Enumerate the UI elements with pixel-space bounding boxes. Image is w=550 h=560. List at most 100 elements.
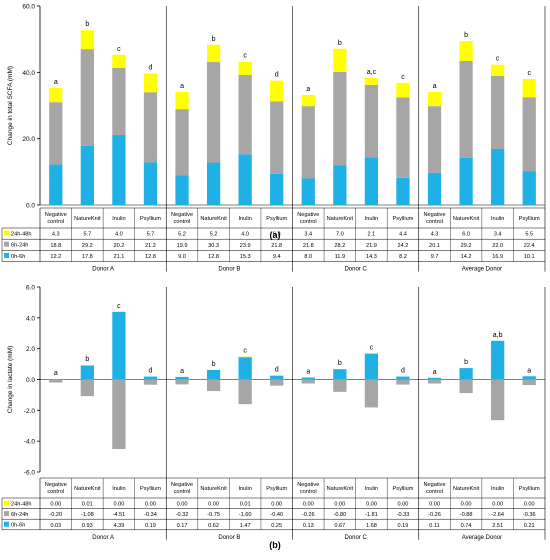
p0-bar-h0_6 bbox=[49, 164, 63, 205]
p0-category-label: Inulin bbox=[491, 216, 504, 222]
p0-significance-label: b bbox=[464, 32, 468, 39]
p0-table-value: 5.7 bbox=[147, 232, 155, 238]
p0-y-label: Change in total SCFA (mM) bbox=[7, 66, 14, 145]
p1-table-value: 0.19 bbox=[398, 523, 409, 529]
p1-category-label: Inulin bbox=[238, 486, 251, 492]
p1-bar-h0_6 bbox=[206, 369, 221, 380]
p1-bar-h6_24 bbox=[270, 379, 284, 386]
p1-table-value: -2.64 bbox=[491, 512, 504, 518]
p1-table-value: 0.00 bbox=[303, 502, 314, 508]
p1-table-value: 0.00 bbox=[271, 502, 282, 508]
p0-legend-label: 24h-48h bbox=[11, 232, 32, 238]
p0-table-value: 16.9 bbox=[492, 254, 503, 260]
p1-table-value: 1.47 bbox=[240, 523, 251, 529]
p0-category-label: control bbox=[174, 219, 191, 225]
p1-table-value: 0.01 bbox=[82, 502, 93, 508]
p0-table-value: 29.2 bbox=[82, 243, 93, 249]
p0-table-value: 14.2 bbox=[461, 254, 472, 260]
p0-bar-h24_48 bbox=[49, 87, 63, 103]
p1-category-label: NatureKnit bbox=[200, 486, 227, 492]
p1-bar-h0_6 bbox=[270, 375, 284, 380]
p1-group-label: Average Donor bbox=[462, 535, 502, 541]
p1-bar-h0_6 bbox=[175, 376, 189, 380]
p0-bar-h0_6 bbox=[333, 165, 347, 205]
p0-table-value: 8.0 bbox=[304, 254, 312, 260]
p1-table-value: 0.11 bbox=[429, 523, 439, 529]
p1-table-value: 0.00 bbox=[334, 502, 345, 508]
p0-bar-h24_48 bbox=[459, 41, 473, 62]
p1-bar-h6_24 bbox=[396, 379, 410, 385]
p0-table-value: 24.2 bbox=[398, 243, 409, 249]
p0-group-label: Donor C bbox=[344, 267, 367, 273]
p0-bar-h0_6 bbox=[175, 175, 189, 205]
p1-table-value: 0.00 bbox=[366, 502, 377, 508]
p0-table-value: 20.1 bbox=[429, 243, 440, 249]
p0-bar-h24_48 bbox=[175, 91, 189, 110]
p0-table-value: 2.1 bbox=[368, 232, 376, 238]
p1-category-label: control bbox=[426, 489, 443, 495]
p1-table-value: 0.00 bbox=[429, 502, 440, 508]
p1-bar-h0_6 bbox=[459, 368, 473, 380]
p0-bar-h0_6 bbox=[522, 171, 536, 205]
p0-significance-label: c bbox=[243, 53, 247, 60]
p1-table-value: 0.01 bbox=[240, 502, 251, 508]
p1-bar-h0_6 bbox=[238, 356, 252, 380]
p1-table-value: -0.32 bbox=[176, 512, 189, 518]
p0-table-value: 20.2 bbox=[113, 243, 124, 249]
p0-bar-h6_24 bbox=[175, 109, 189, 176]
p1-bar-h6_24 bbox=[206, 379, 221, 392]
p1-table-value: -0.26 bbox=[428, 512, 441, 518]
p1-table-value: 0.00 bbox=[208, 502, 219, 508]
p0-bar-h6_24 bbox=[112, 68, 126, 136]
p0-table-value: 9.4 bbox=[273, 254, 281, 260]
p0-table-value: 4.3 bbox=[431, 232, 439, 238]
p0-bar-h0_6 bbox=[301, 178, 315, 205]
p1-table-value: 0.00 bbox=[113, 502, 124, 508]
p1-significance-label: a bbox=[306, 368, 310, 375]
p0-bar-h6_24 bbox=[459, 61, 473, 158]
p1-table-value: -0.40 bbox=[270, 512, 283, 518]
p1-table-value: -0.26 bbox=[302, 512, 315, 518]
p0-bar-h6_24 bbox=[206, 62, 221, 163]
p1-table-value: 0.25 bbox=[271, 523, 282, 529]
p1-table-value: 4.39 bbox=[113, 523, 124, 529]
p1-category-label: Inulin bbox=[491, 486, 504, 492]
p0-bar-h6_24 bbox=[522, 97, 536, 172]
p0-table-value: 18.8 bbox=[50, 243, 61, 249]
p1-y-label: Change in lactate (mM) bbox=[7, 346, 14, 414]
p1-bar-h6_24 bbox=[522, 379, 536, 386]
p1-bar-h6_24 bbox=[364, 379, 379, 408]
p0-bar-h0_6 bbox=[143, 162, 158, 205]
p0-table-value: 21.1 bbox=[113, 254, 124, 260]
p0-significance-label: a bbox=[306, 86, 310, 93]
p1-bar-h0_6 bbox=[80, 365, 94, 380]
p1-legend-swatch bbox=[4, 521, 9, 527]
p0-table-value: 5.2 bbox=[178, 232, 186, 238]
p1-category-label: Psyllium bbox=[140, 486, 161, 492]
p1-table-value: 0.00 bbox=[492, 502, 503, 508]
p1-table-value: 0.13 bbox=[303, 523, 314, 529]
p0-table-value: 5.7 bbox=[83, 232, 91, 238]
p0-significance-label: b bbox=[85, 21, 89, 28]
p0-bar-h6_24 bbox=[80, 49, 94, 146]
p1-category-label: Psyllium bbox=[266, 486, 287, 492]
p1-bar-h0_6 bbox=[333, 369, 347, 380]
p1-category-label: Inulin bbox=[112, 486, 125, 492]
p0-bar-h0_6 bbox=[427, 172, 442, 205]
p1-group-label: Donor C bbox=[344, 535, 367, 541]
p1-significance-label: d bbox=[149, 368, 153, 375]
p1-table-value: 0.00 bbox=[461, 502, 472, 508]
p0-bar-h24_48 bbox=[238, 61, 252, 75]
p1-bar-h6_24 bbox=[459, 379, 473, 394]
p0-table-value: 8.2 bbox=[399, 254, 407, 260]
p1-bar-h0_6 bbox=[522, 376, 536, 380]
p0-table-value: 5.5 bbox=[525, 232, 533, 238]
p1-significance-label: c bbox=[243, 348, 247, 355]
p1-significance-label: a,b bbox=[493, 332, 503, 339]
p1-category-label: NatureKnit bbox=[74, 486, 101, 492]
p1-bar-h0_6 bbox=[301, 377, 315, 380]
p0-table-value: 12.8 bbox=[145, 254, 156, 260]
p1-significance-label: a bbox=[54, 370, 58, 377]
p0-significance-label: c bbox=[496, 56, 500, 63]
